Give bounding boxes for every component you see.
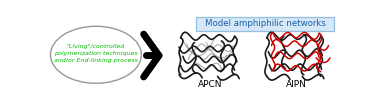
Text: polymerization techniques: polymerization techniques [54, 51, 138, 56]
Text: Model amphiphilic networks: Model amphiphilic networks [205, 19, 326, 28]
Text: and/or End-linking process: and/or End-linking process [54, 58, 138, 63]
Text: APCN: APCN [198, 80, 222, 89]
Ellipse shape [51, 26, 141, 83]
FancyBboxPatch shape [197, 17, 334, 30]
Text: AIPN: AIPN [286, 80, 307, 89]
Text: "Living"/controlled: "Living"/controlled [67, 44, 125, 49]
